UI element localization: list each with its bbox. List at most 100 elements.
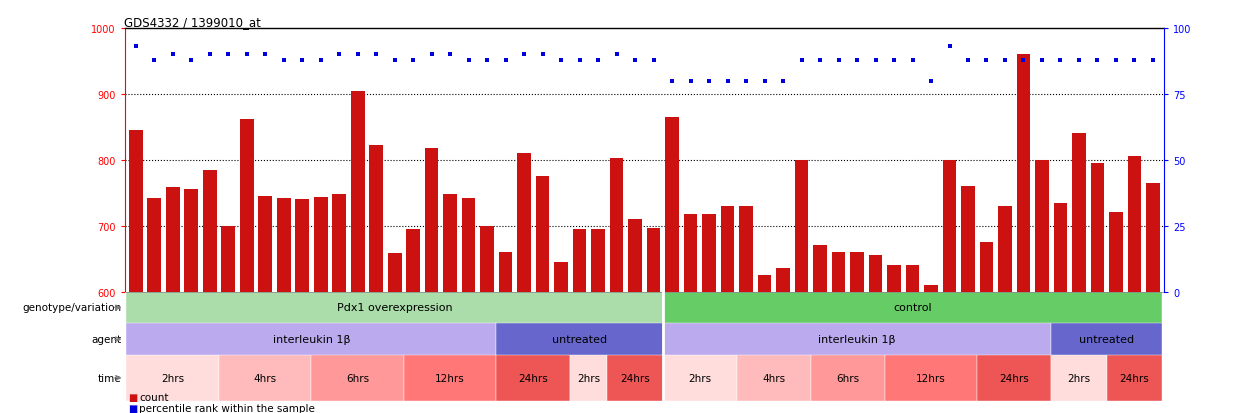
Text: untreated: untreated (1079, 335, 1134, 344)
Text: ■: ■ (128, 392, 137, 402)
Text: 2hrs: 2hrs (688, 373, 711, 383)
Text: 2hrs: 2hrs (578, 373, 600, 383)
Bar (481, 226, 494, 292)
Bar (610, 159, 624, 292)
Bar (403, 355, 497, 401)
Text: 4hrs: 4hrs (762, 373, 786, 383)
Bar (1128, 157, 1142, 292)
Bar (1107, 355, 1163, 401)
Bar (977, 355, 1051, 401)
Bar (295, 200, 309, 292)
Text: 12hrs: 12hrs (436, 373, 464, 383)
Bar (166, 188, 179, 292)
Text: 12hrs: 12hrs (916, 373, 946, 383)
Bar (128, 131, 142, 292)
Text: 6hrs: 6hrs (346, 373, 369, 383)
Text: Pdx1 overexpression: Pdx1 overexpression (336, 303, 452, 313)
Bar (222, 226, 235, 292)
Bar (573, 229, 586, 292)
Bar (888, 266, 901, 292)
Bar (662, 292, 1163, 323)
Text: time: time (98, 373, 121, 383)
Bar (776, 269, 791, 292)
Bar (219, 355, 311, 401)
Bar (126, 355, 219, 401)
Bar (184, 190, 198, 292)
Text: percentile rank within the sample: percentile rank within the sample (139, 403, 315, 413)
Bar (369, 146, 383, 292)
Bar (665, 118, 679, 292)
Bar (737, 355, 810, 401)
Bar (497, 355, 570, 401)
Text: 2hrs: 2hrs (1067, 373, 1091, 383)
Bar (387, 254, 401, 292)
Bar (314, 198, 327, 292)
Bar (462, 199, 476, 292)
Bar (608, 355, 662, 401)
Bar (535, 177, 549, 292)
Text: ■: ■ (128, 403, 137, 413)
Bar (850, 252, 864, 292)
Text: 24hrs: 24hrs (1119, 373, 1149, 383)
Bar (443, 195, 457, 292)
Text: 24hrs: 24hrs (518, 373, 548, 383)
Bar (721, 206, 735, 292)
Bar (1051, 323, 1163, 355)
Bar (147, 199, 161, 292)
Text: count: count (139, 392, 169, 402)
Bar (276, 199, 290, 292)
Text: 6hrs: 6hrs (837, 373, 859, 383)
Bar (554, 262, 568, 292)
Bar (813, 246, 827, 292)
Bar (961, 187, 975, 292)
Bar (425, 149, 438, 292)
Bar (570, 355, 608, 401)
Text: 2hrs: 2hrs (161, 373, 184, 383)
Bar (810, 355, 885, 401)
Bar (662, 355, 737, 401)
Text: control: control (893, 303, 931, 313)
Text: agent: agent (91, 335, 121, 344)
Bar (684, 214, 697, 292)
Bar (126, 292, 662, 323)
Bar (126, 323, 497, 355)
Bar (869, 256, 883, 292)
Bar (311, 355, 403, 401)
Bar (406, 229, 420, 292)
Bar (998, 206, 1012, 292)
Text: GDS4332 / 1399010_at: GDS4332 / 1399010_at (124, 16, 261, 29)
Bar (924, 285, 937, 292)
Bar (203, 170, 217, 292)
Bar (1091, 164, 1104, 292)
Bar (905, 266, 920, 292)
Bar (794, 160, 808, 292)
Bar (591, 229, 605, 292)
Bar (1035, 160, 1050, 292)
Bar (1147, 183, 1160, 292)
Text: interleukin 1β: interleukin 1β (818, 335, 895, 344)
Bar (885, 355, 977, 401)
Text: 24hrs: 24hrs (620, 373, 650, 383)
Bar (351, 91, 365, 292)
Text: genotype/variation: genotype/variation (22, 303, 121, 313)
Bar (627, 220, 642, 292)
Bar (662, 323, 1051, 355)
Bar (258, 197, 271, 292)
Bar (497, 323, 662, 355)
Bar (646, 228, 661, 292)
Bar (517, 154, 530, 292)
Text: 4hrs: 4hrs (254, 373, 276, 383)
Bar (332, 195, 346, 292)
Bar (1017, 55, 1031, 292)
Bar (1051, 355, 1107, 401)
Bar (758, 275, 772, 292)
Text: interleukin 1β: interleukin 1β (273, 335, 350, 344)
Bar (740, 206, 753, 292)
Bar (702, 214, 716, 292)
Bar (498, 252, 513, 292)
Bar (239, 120, 254, 292)
Bar (1053, 203, 1067, 292)
Bar (832, 252, 845, 292)
Text: untreated: untreated (552, 335, 608, 344)
Bar (980, 242, 994, 292)
